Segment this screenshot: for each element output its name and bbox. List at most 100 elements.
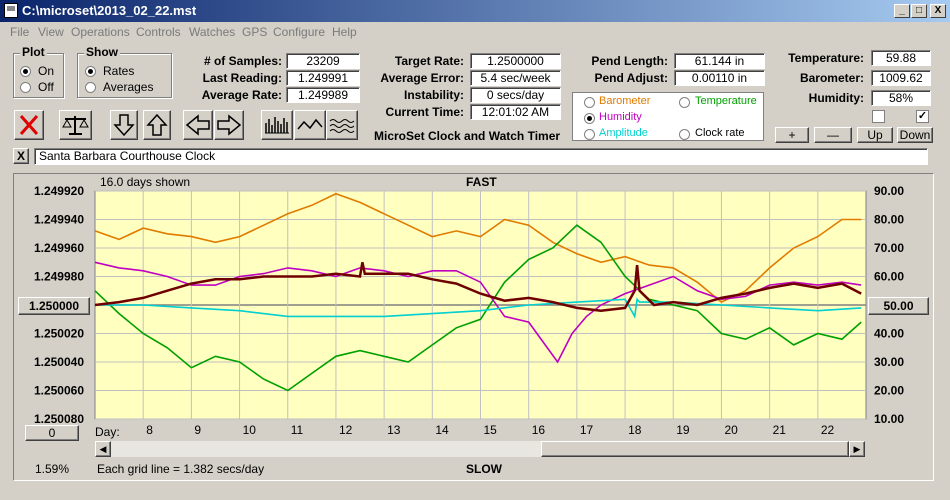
temperature-label: Temperature: (788, 51, 864, 65)
chart-frame (13, 173, 934, 481)
show-rates-label: Rates (103, 64, 135, 78)
menu-bar: File View Operations Controls Watches GP… (0, 22, 950, 41)
menu-help[interactable]: Help (332, 25, 357, 39)
plot-group-title: Plot (20, 45, 47, 59)
last-reading-field: 1.249991 (286, 70, 360, 86)
app-icon (4, 3, 18, 18)
scroll-right-icon[interactable]: ▶ (849, 441, 865, 457)
series-line-clock-rate (94, 262, 862, 312)
average-rate-field: 1.249989 (286, 87, 360, 103)
average-rate-label: Average Rate: (201, 88, 282, 102)
slow-label: SLOW (466, 462, 502, 476)
chart-scrollbar[interactable]: ◀ ▶ (95, 441, 865, 457)
zero-button[interactable]: 0 (25, 425, 79, 441)
humidity-option: Humidity (599, 111, 642, 123)
barometer-radio[interactable] (584, 97, 595, 108)
wave-icon[interactable] (294, 110, 326, 140)
menu-controls[interactable]: Controls (136, 25, 181, 39)
scroll-left-icon[interactable]: ◀ (95, 441, 111, 457)
balance-icon[interactable] (59, 110, 92, 140)
right-tick-label: 60.00 (874, 270, 904, 284)
title-bar: C:\microset\2013_02_22.mst _ □ X (0, 0, 950, 22)
menu-watches[interactable]: Watches (189, 25, 236, 39)
center-rate-button[interactable]: 1.250000 (18, 297, 90, 315)
left-tick-label: 1.249980 (34, 270, 84, 284)
menu-operations[interactable]: Operations (71, 25, 130, 39)
show-averages-radio[interactable] (85, 82, 96, 93)
right-tick-label: 20.00 (874, 384, 904, 398)
maximize-icon[interactable]: □ (911, 4, 927, 18)
squiggle-icon[interactable] (326, 110, 358, 140)
checkbox-left[interactable] (872, 110, 885, 123)
left-tick-label: 1.249940 (34, 213, 84, 227)
instability-label: Instability: (403, 88, 464, 102)
day-tick-label: 13 (387, 423, 401, 437)
plus-button[interactable]: + (775, 127, 809, 143)
left-tick-label: 1.249920 (34, 184, 84, 198)
up-button[interactable]: Up (857, 127, 893, 143)
target-rate-field: 1.2500000 (470, 53, 561, 69)
bars-icon[interactable] (261, 110, 293, 140)
day-label: Day: (95, 425, 120, 439)
center-sensor-button[interactable]: 50.00 (868, 297, 929, 315)
pend-adjust-field: 0.00110 in (674, 70, 765, 86)
humidity-field: 58% (871, 90, 931, 106)
note-close-button[interactable]: X (13, 148, 29, 164)
left-tick-label: 1.250060 (34, 384, 84, 398)
menu-configure[interactable]: Configure (273, 25, 326, 39)
current-time-label: Current Time: (385, 105, 464, 119)
temperature-field: 59.88 (871, 50, 931, 66)
scroll-thumb[interactable] (541, 441, 849, 457)
menu-view[interactable]: View (38, 25, 64, 39)
minimize-icon[interactable]: _ (894, 4, 910, 18)
plot-on-label: On (38, 64, 55, 78)
plot-on-radio[interactable] (20, 66, 31, 77)
current-time-field: 12:01:02 AM (470, 104, 561, 120)
clock-rate-radio[interactable] (679, 129, 690, 140)
right-tick-label: 30.00 (874, 355, 904, 369)
close-icon[interactable]: X (930, 4, 946, 18)
pend-length-field: 61.144 in (674, 53, 765, 69)
menu-gps[interactable]: GPS (242, 25, 268, 39)
arrow-up-icon[interactable] (143, 110, 171, 140)
humidity-radio[interactable] (584, 113, 595, 124)
series-line-temperature (94, 224, 862, 392)
average-error-label: Average Error: (380, 71, 464, 85)
amplitude-radio[interactable] (584, 129, 595, 140)
arrow-down-icon[interactable] (110, 110, 138, 140)
day-tick-label: 18 (628, 423, 642, 437)
right-tick-label: 10.00 (874, 412, 904, 426)
left-tick-label: 1.250080 (34, 412, 84, 426)
arrow-right-icon[interactable] (214, 110, 244, 140)
show-group (77, 53, 172, 98)
clear-icon[interactable] (14, 110, 44, 140)
sensor-select-box (572, 92, 764, 141)
temperature-radio[interactable] (679, 97, 690, 108)
percent-label: 1.59% (35, 462, 70, 476)
menu-file[interactable]: File (10, 25, 30, 39)
clock-name-field[interactable]: Santa Barbara Courthouse Clock (34, 148, 928, 165)
show-averages-label: Averages (103, 80, 154, 94)
down-button[interactable]: Down (897, 127, 933, 143)
amplitude-option: Amplitude (599, 127, 648, 139)
right-tick-label: 80.00 (874, 213, 904, 227)
day-tick-label: 12 (339, 423, 353, 437)
plot-off-radio[interactable] (20, 82, 31, 93)
right-tick-label: 40.00 (874, 327, 904, 341)
barometer-option: Barometer (599, 95, 651, 107)
day-tick-label: 20 (724, 423, 738, 437)
arrow-left-icon[interactable] (183, 110, 213, 140)
day-tick-label: 17 (580, 423, 594, 437)
barometer-label: Barometer: (799, 71, 864, 85)
show-group-title: Show (84, 45, 120, 59)
show-rates-radio[interactable] (85, 66, 96, 77)
average-error-field: 5.4 sec/week (470, 70, 561, 86)
last-reading-label: Last Reading: (202, 71, 282, 85)
clock-rate-option: Clock rate (695, 127, 745, 139)
fast-label: FAST (466, 175, 497, 189)
minus-button[interactable]: — (814, 127, 852, 143)
plot-off-label: Off (38, 80, 54, 94)
humidity-label: Humidity: (808, 91, 864, 105)
checkbox-right[interactable]: ✓ (916, 110, 929, 123)
